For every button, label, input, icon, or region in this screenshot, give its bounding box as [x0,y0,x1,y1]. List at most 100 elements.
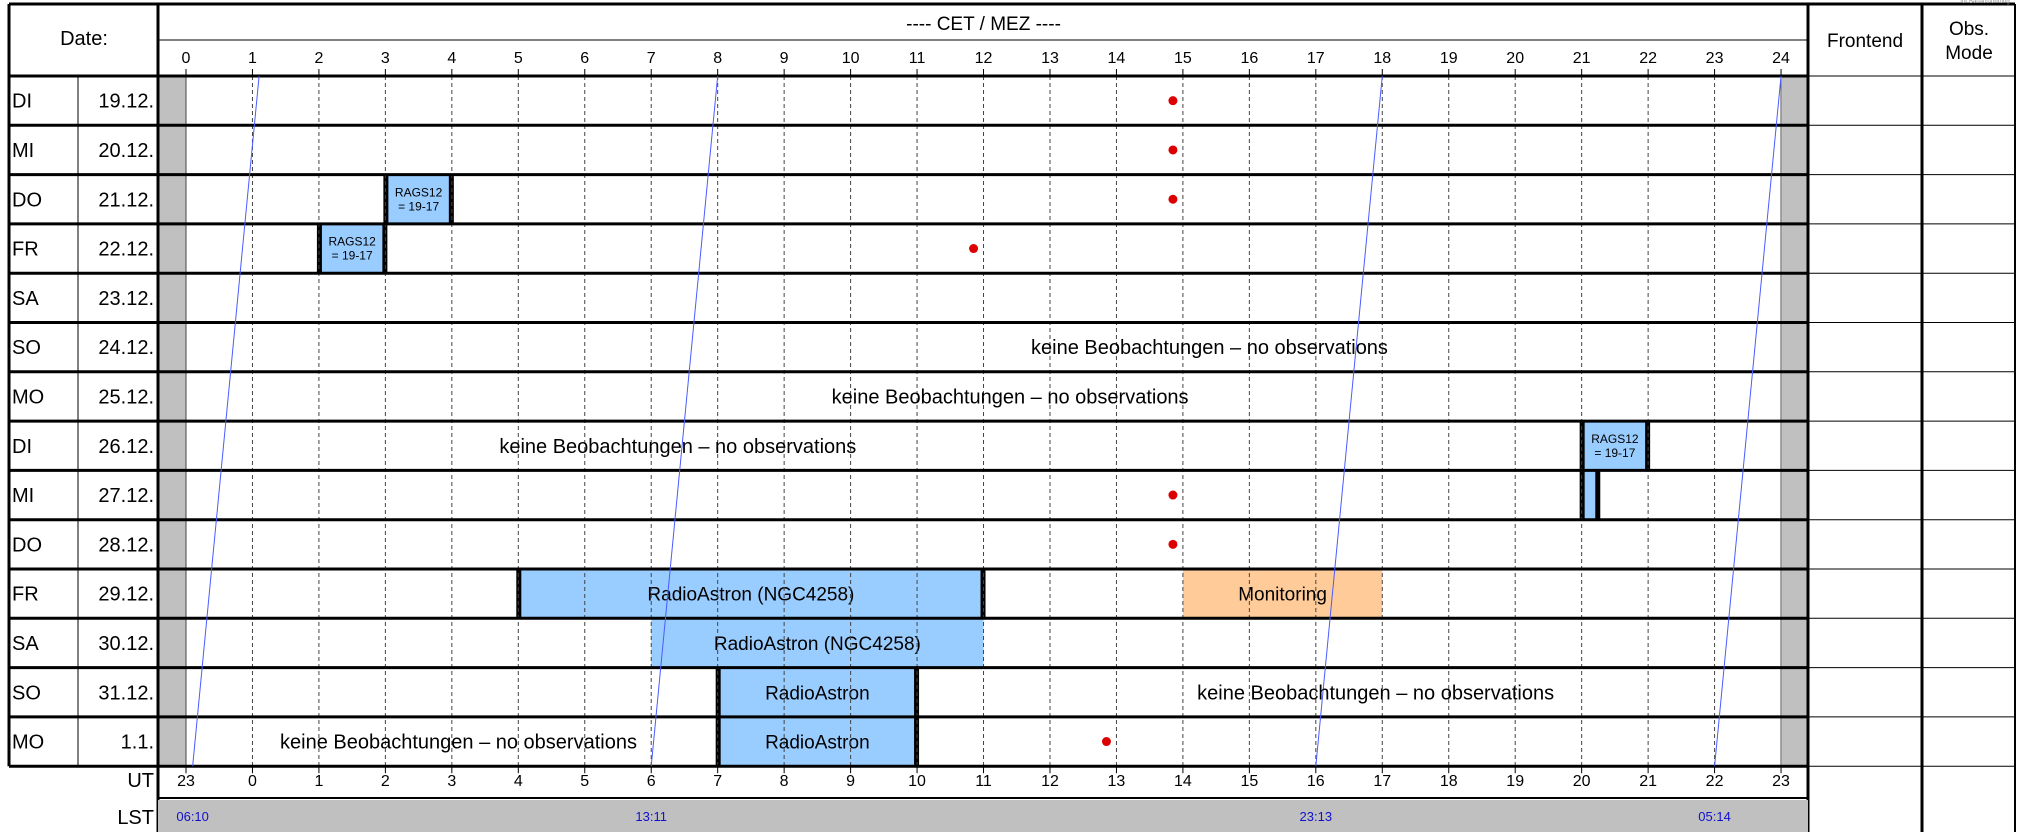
block-edge-right [1595,471,1601,519]
observation-block [717,717,918,766]
cet-hour-label: 3 [381,50,390,67]
lst-value: 05:14 [1698,809,1731,824]
ut-hour-label: 9 [846,773,855,790]
lst-value: 23:13 [1300,809,1333,824]
block-label-sub: = 19-17 [332,249,373,263]
observation-block [717,668,918,716]
block-edge-left [383,175,389,223]
lst-line [192,75,260,767]
ut-hour-label: 21 [1639,773,1657,790]
ut-hour-label: 16 [1307,773,1325,790]
block-label: RAGS12 [1591,432,1639,446]
block-edge-left [1579,422,1585,470]
transit-dot [969,244,979,254]
row-day: MI [12,485,34,507]
cet-hour-label: 6 [580,50,589,67]
block-label: RadioAstron [765,683,870,704]
row-date: 19.12. [98,91,154,113]
block-edge-left [516,570,522,618]
cet-hour-label: 20 [1506,50,1524,67]
row-day: SA [12,633,39,655]
row-day: DO [12,189,42,211]
cet-hour-label: 10 [842,50,860,67]
ut-hour-label: 20 [1573,773,1591,790]
no-observation-note: keine Beobachtungen – no observations [832,386,1189,408]
row-date: 28.12. [98,534,154,556]
row-day: FR [12,239,39,261]
cet-hour-label: 23 [1706,50,1724,67]
no-observation-note: keine Beobachtungen – no observations [1031,337,1388,359]
ut-hour-label: 10 [908,773,926,790]
transit-dot [1168,96,1178,106]
ut-hour-label: 0 [248,773,257,790]
observation-block [385,175,452,223]
lst-line [1714,75,1782,767]
row-date: 24.12. [98,337,154,359]
cet-hour-label: 8 [713,50,722,67]
row-date: 23.12. [98,288,154,310]
block-label-sub: = 19-17 [398,199,439,213]
block-edge-right [1645,422,1651,470]
ut-hour-label: 8 [780,773,789,790]
row-day: MO [12,386,44,408]
block-edge-left [316,224,322,273]
cet-hour-label: 5 [514,50,523,67]
observation-block [318,224,386,273]
cet-hour-label: 7 [647,50,656,67]
lst-line [1315,75,1383,767]
block-label: RadioAstron (NGC4258) [647,585,854,606]
lst-value: 13:11 [635,809,667,824]
row-day: SO [12,337,41,359]
cet-hour-label: 19 [1440,50,1458,67]
row-day: MI [12,140,34,162]
cet-hour-label: 15 [1174,50,1192,67]
cet-hour-label: 11 [909,50,926,67]
cet-hour-label: 1 [248,50,257,67]
cet-hour-label: 14 [1108,50,1126,67]
block-label: RAGS12 [395,185,443,199]
ut-hour-label: 7 [713,773,722,790]
ut-hour-label: 18 [1440,773,1458,790]
ut-hour-label: 1 [314,773,323,790]
cet-hour-label: 18 [1373,50,1391,67]
ut-hour-label: 23 [177,773,195,790]
transit-dot [1168,145,1178,155]
no-observation-note: keine Beobachtungen – no observations [1197,682,1554,704]
observation-block [1182,570,1383,618]
row-date: 25.12. [98,386,154,408]
cet-hour-label: 16 [1240,50,1258,67]
row-day: DO [12,534,42,556]
block-edge-right [980,570,986,618]
row-date: 21.12. [98,189,154,211]
block-label: RadioAstron (NGC4258) [714,634,921,655]
row-day: DI [12,436,32,458]
cet-hour-label: 0 [182,50,191,67]
row-day: FR [12,584,39,606]
cet-hour-label: 17 [1307,50,1325,67]
block-label: Monitoring [1238,585,1327,606]
ut-hour-label: 11 [975,773,992,790]
row-date: 22.12. [98,239,154,261]
ut-hour-label: 23 [1772,773,1790,790]
block-edge-right [382,224,388,273]
corner-note: für Bauausführung [1960,0,2009,5]
obsmode-header-2: Mode [1945,43,1993,64]
ut-hour-label: 17 [1373,773,1391,790]
cet-hour-label: 9 [780,50,789,67]
cet-hour-label: 2 [314,50,323,67]
row-date: 20.12. [98,140,154,162]
block-label: RAGS12 [328,235,376,249]
row-date: 27.12. [98,485,154,507]
ut-hour-label: 13 [1108,773,1126,790]
ut-hour-label: 19 [1506,773,1524,790]
ut-label: UT [127,770,154,792]
lst-value: 06:10 [176,809,209,824]
cet-hour-label: 22 [1639,50,1657,67]
transit-dot [1168,539,1178,549]
row-date: 1.1. [121,732,154,754]
transit-dot [1168,194,1178,204]
lst-bar [158,800,1808,832]
row-date: 30.12. [98,633,154,655]
cet-hour-label: 21 [1573,50,1591,67]
